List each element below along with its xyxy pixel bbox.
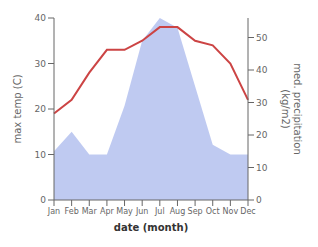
svg-text:30: 30	[256, 98, 268, 108]
svg-text:Jul: Jul	[154, 207, 165, 216]
svg-text:Dec: Dec	[240, 207, 255, 216]
svg-text:Apr: Apr	[100, 207, 115, 216]
svg-text:Oct: Oct	[206, 207, 220, 216]
svg-text:date (month): date (month)	[114, 222, 188, 233]
svg-text:Jan: Jan	[47, 207, 60, 216]
svg-text:May: May	[116, 207, 133, 216]
svg-text:0: 0	[40, 195, 46, 205]
svg-text:50: 50	[256, 33, 268, 43]
svg-text:med. precipitation(kg/m2): med. precipitation(kg/m2)	[280, 63, 303, 155]
svg-text:0: 0	[256, 195, 262, 205]
svg-text:Jun: Jun	[135, 207, 149, 216]
svg-text:40: 40	[35, 13, 47, 23]
svg-text:20: 20	[35, 104, 47, 114]
svg-text:20: 20	[256, 130, 268, 140]
svg-text:10: 10	[35, 150, 47, 160]
svg-text:Mar: Mar	[82, 207, 98, 216]
svg-text:10: 10	[256, 163, 268, 173]
svg-text:max temp (C): max temp (C)	[12, 74, 23, 143]
svg-text:Feb: Feb	[65, 207, 79, 216]
svg-text:40: 40	[256, 65, 268, 75]
svg-text:Sep: Sep	[188, 207, 203, 216]
svg-text:30: 30	[35, 59, 47, 69]
svg-text:Aug: Aug	[170, 207, 186, 216]
svg-text:Nov: Nov	[223, 207, 239, 216]
